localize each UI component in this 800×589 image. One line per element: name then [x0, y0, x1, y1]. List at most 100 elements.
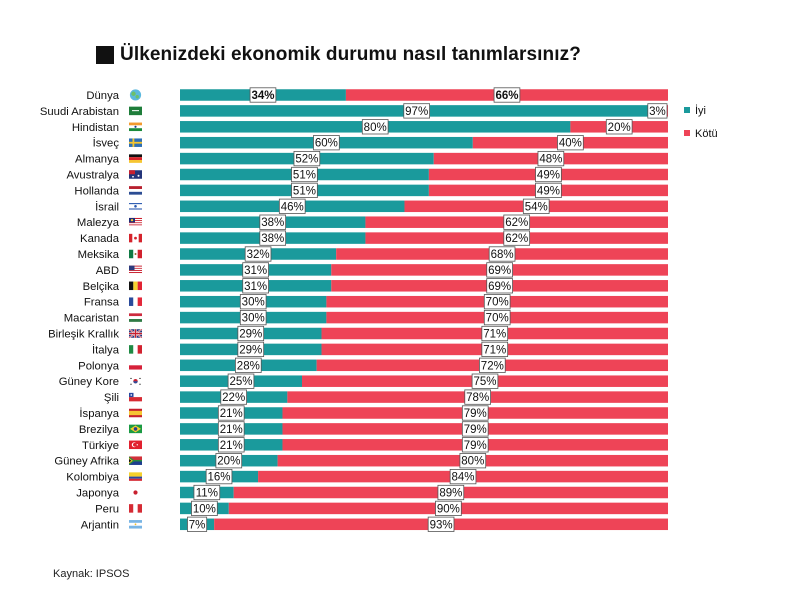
data-label-bad: 75% [471, 373, 499, 389]
data-label-good: 11% [193, 484, 221, 501]
data-label-bad: 79% [461, 405, 489, 421]
data-label-bad: 69% [486, 262, 513, 278]
svg-text:25%: 25% [229, 376, 252, 388]
data-label-bad: 71% [481, 341, 509, 358]
saudi-arabia-flag-icon [129, 106, 142, 116]
legend-swatch-good [684, 107, 690, 113]
data-label-good: 21% [217, 421, 245, 437]
svg-text:49%: 49% [537, 170, 560, 182]
source-note: Kaynak: IPSOS [53, 568, 130, 580]
svg-text:32%: 32% [247, 249, 270, 261]
data-label-good: 28% [235, 357, 262, 373]
category-label: Arjantin [81, 519, 119, 531]
data-label-good: 30% [239, 294, 267, 310]
sweden-flag-icon [129, 138, 142, 147]
data-label-good: 25% [227, 373, 255, 389]
svg-text:79%: 79% [464, 424, 487, 436]
data-label-good: 21% [217, 437, 245, 453]
category-label: Avustralya [66, 170, 119, 182]
category-label: Peru [95, 503, 119, 515]
svg-text:79%: 79% [464, 440, 487, 452]
svg-text:29%: 29% [239, 344, 262, 356]
svg-text:62%: 62% [505, 217, 528, 229]
data-label-bad: 80% [459, 453, 487, 469]
svg-text:46%: 46% [281, 201, 304, 213]
data-label-good: 97% [403, 103, 430, 119]
category-label: İsveç [93, 137, 120, 150]
svg-text:75%: 75% [473, 376, 496, 388]
svg-text:69%: 69% [488, 281, 511, 293]
category-label: Meksika [78, 249, 120, 261]
south-africa-flag-icon [129, 456, 142, 465]
spain-flag-icon [129, 408, 142, 418]
svg-text:21%: 21% [220, 440, 243, 452]
category-label: Macaristan [64, 313, 119, 325]
peru-flag-icon [129, 504, 142, 513]
netherlands-flag-icon [129, 186, 142, 195]
svg-text:97%: 97% [405, 106, 428, 118]
data-label-bad: 79% [461, 421, 489, 437]
svg-text:49%: 49% [537, 185, 560, 197]
category-label: Türkiye [82, 440, 119, 452]
data-label-bad: 49% [535, 182, 562, 198]
data-label-good: 60% [313, 135, 340, 151]
turkey-flag-icon [129, 440, 142, 450]
svg-text:11%: 11% [196, 488, 218, 500]
data-label-good: 51% [291, 182, 318, 198]
data-label-good: 31% [242, 278, 269, 294]
svg-text:22%: 22% [222, 392, 245, 404]
chile-flag-icon [129, 392, 142, 402]
data-label-bad: 90% [435, 500, 462, 517]
data-label-bad: 89% [437, 484, 465, 501]
svg-text:71%: 71% [483, 344, 506, 356]
svg-text:80%: 80% [461, 456, 484, 468]
svg-text:21%: 21% [220, 424, 243, 436]
canada-flag-icon [129, 233, 142, 243]
svg-text:89%: 89% [439, 488, 462, 500]
category-label: Hindistan [72, 122, 119, 134]
svg-text:16%: 16% [208, 472, 231, 484]
globe-icon [129, 89, 142, 101]
svg-text:20%: 20% [608, 122, 631, 134]
svg-text:60%: 60% [315, 138, 338, 150]
svg-text:71%: 71% [483, 329, 506, 341]
chart-title-block: Ülkenizdeki ekonomik durumu nasıl tanıml… [96, 40, 581, 70]
legend-swatch-bad [684, 130, 690, 136]
svg-text:3%: 3% [649, 106, 666, 118]
argentina-flag-icon [129, 520, 142, 529]
data-label-good: 31% [242, 262, 269, 278]
svg-text:72%: 72% [481, 360, 504, 372]
svg-text:48%: 48% [539, 154, 562, 166]
svg-text:31%: 31% [244, 281, 267, 293]
data-label-good: 20% [215, 453, 243, 469]
data-label-good: 80% [361, 119, 389, 135]
israel-flag-icon [129, 202, 142, 211]
data-label-bad: 70% [483, 309, 511, 326]
category-label: Güney Kore [59, 376, 119, 388]
data-label-good: 29% [237, 325, 265, 342]
malaysia-flag-icon [129, 217, 142, 227]
chart-title: Ülkenizdeki ekonomik durumu nasıl tanıml… [120, 44, 581, 65]
svg-text:28%: 28% [237, 360, 260, 372]
svg-text:54%: 54% [525, 201, 548, 213]
category-label: Hollanda [74, 185, 119, 197]
data-label-good: 38% [259, 214, 287, 230]
svg-text:30%: 30% [242, 297, 265, 309]
data-label-good: 51% [291, 166, 318, 183]
usa-flag-icon [129, 265, 142, 275]
svg-text:69%: 69% [488, 265, 511, 277]
svg-text:34%: 34% [251, 90, 274, 102]
category-label: İsrail [95, 200, 119, 213]
data-label-bad: 78% [464, 389, 491, 405]
category-label: İspanya [79, 407, 119, 420]
svg-text:70%: 70% [486, 297, 509, 309]
data-label-bad: 68% [488, 246, 516, 262]
category-label: Suudi Arabistan [40, 106, 119, 118]
svg-text:51%: 51% [293, 185, 316, 197]
category-label: Şili [104, 392, 119, 404]
category-label: Kolombiya [66, 472, 119, 484]
data-label-bad: 3% [647, 103, 668, 119]
svg-text:51%: 51% [293, 170, 316, 182]
australia-flag-icon [129, 170, 142, 179]
colombia-flag-icon [129, 472, 142, 481]
